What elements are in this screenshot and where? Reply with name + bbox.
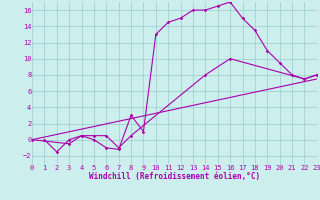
X-axis label: Windchill (Refroidissement éolien,°C): Windchill (Refroidissement éolien,°C)	[89, 172, 260, 181]
